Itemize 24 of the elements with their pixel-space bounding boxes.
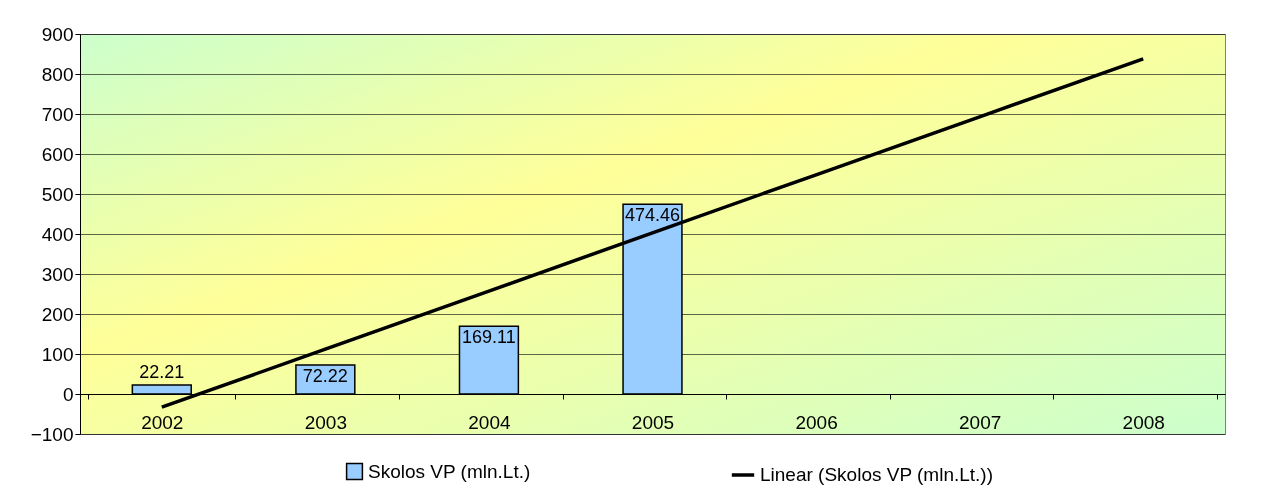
y-tick-label: 800 [41, 63, 74, 85]
data-label: 474.46 [624, 205, 681, 226]
y-tick-label: 100 [41, 343, 74, 365]
legend-label: Skolos VP (mln.Lt.) [368, 460, 531, 482]
y-tick-label: 400 [41, 223, 74, 245]
legend-label: Linear (Skolos VP (mln.Lt.)) [760, 464, 994, 485]
x-tick-label: 2005 [631, 411, 675, 433]
y-tick-label: 900 [41, 23, 74, 45]
y-tick-label: −100 [30, 423, 74, 445]
y-tick-label: 300 [41, 263, 74, 285]
x-tick-label: 2007 [959, 411, 1002, 433]
data-label: 72.22 [302, 366, 348, 387]
data-label: 169.11 [462, 327, 516, 348]
data-label: 22.21 [139, 362, 185, 383]
x-tick-label: 2003 [304, 411, 347, 433]
y-tick-label: 0 [62, 383, 74, 405]
x-tick-label: 2006 [795, 411, 838, 433]
y-tick-label: 200 [41, 303, 74, 325]
y-tick-label: 500 [41, 183, 74, 205]
y-tick-label: 700 [41, 103, 74, 125]
x-tick-label: 2004 [468, 411, 511, 433]
x-tick-label: 2002 [141, 411, 184, 433]
y-tick-label: 600 [41, 143, 74, 165]
x-tick-label: 2008 [1122, 411, 1165, 433]
